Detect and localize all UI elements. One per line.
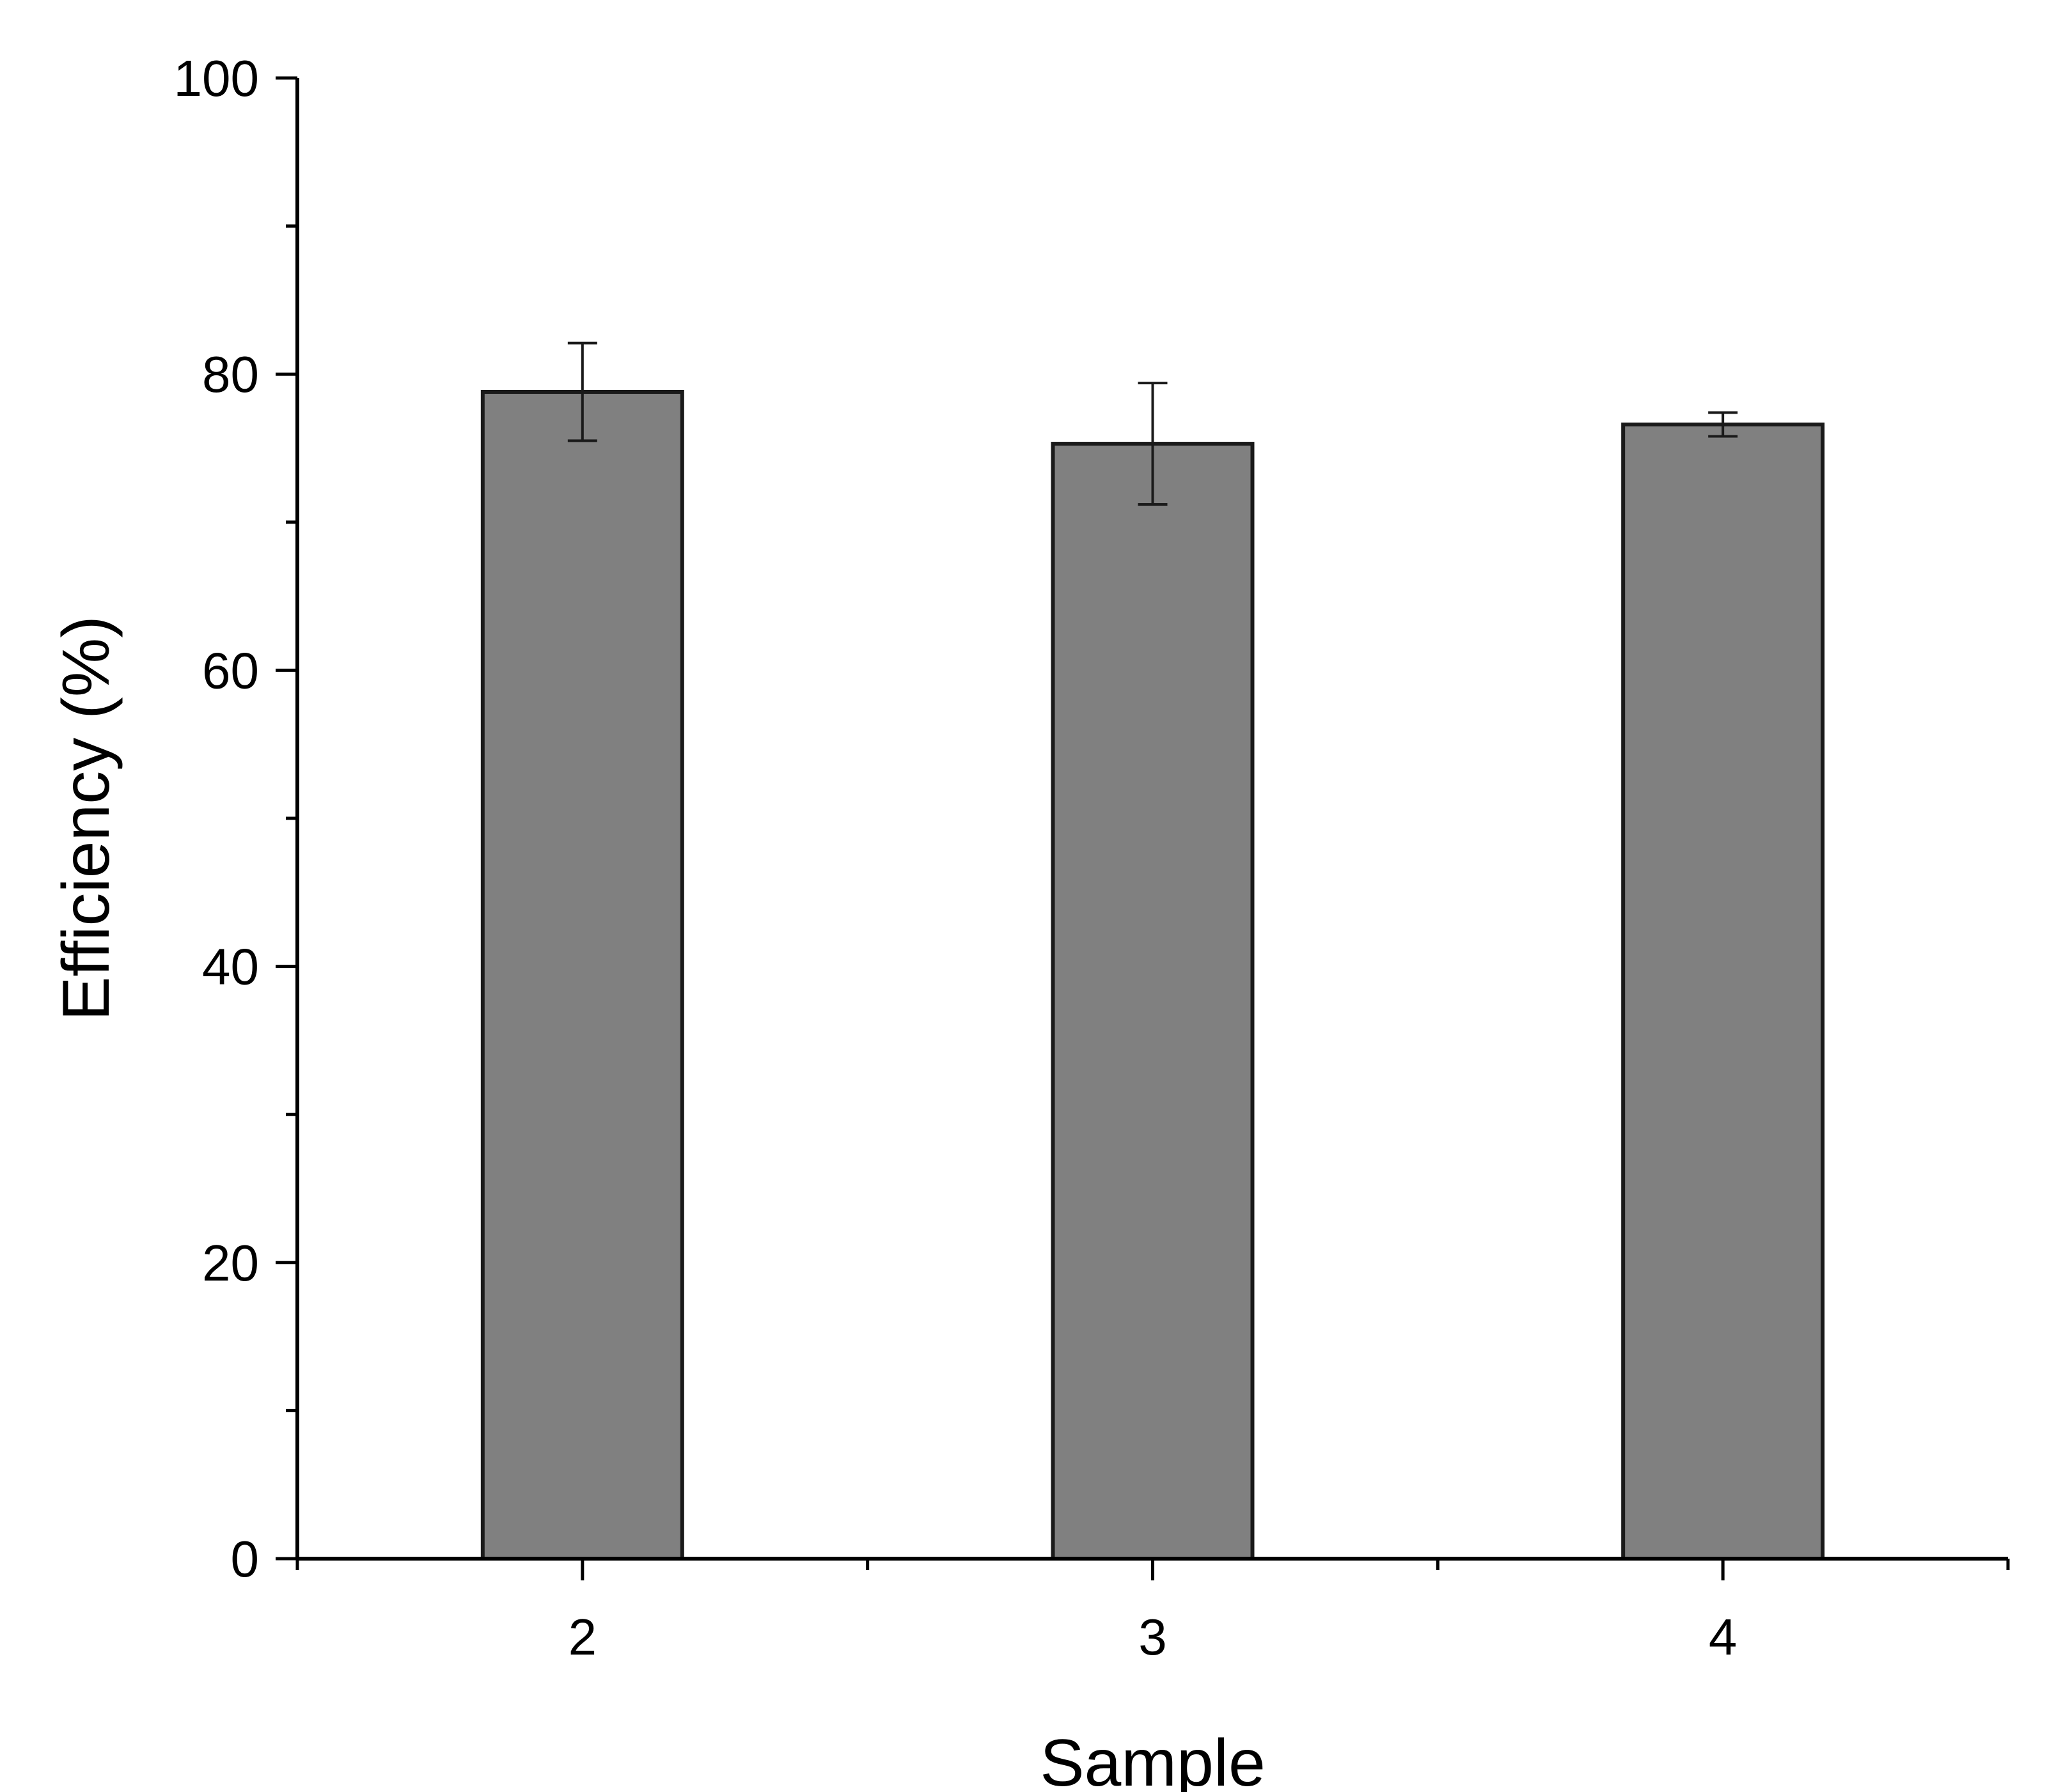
- y-tick-label: 80: [202, 346, 259, 403]
- error-bar: [567, 341, 597, 442]
- bar: [480, 389, 684, 1561]
- y-tick-label: 40: [202, 939, 259, 995]
- y-tick-label: 0: [231, 1531, 260, 1587]
- bars-group: [480, 389, 1825, 1561]
- x-tick-label: 3: [1138, 1609, 1167, 1665]
- x-tick-label: 4: [1709, 1609, 1737, 1665]
- y-axis-ticks: 0 20 40 60 80 100: [174, 50, 297, 1587]
- bar: [1621, 422, 1825, 1561]
- error-bar: [1708, 411, 1738, 438]
- x-axis-title: Sample: [1040, 1726, 1266, 1792]
- y-tick-label: 100: [174, 50, 259, 107]
- y-axis-title: Efficiency (%): [49, 616, 123, 1021]
- bar: [1051, 442, 1255, 1561]
- error-bar: [1138, 382, 1168, 506]
- x-axis-ticks: 2 3 4: [295, 1559, 2010, 1665]
- y-tick-label: 60: [202, 642, 259, 699]
- error-bars-group: [567, 341, 1738, 506]
- x-tick-label: 2: [569, 1609, 597, 1665]
- y-tick-label: 20: [202, 1235, 259, 1291]
